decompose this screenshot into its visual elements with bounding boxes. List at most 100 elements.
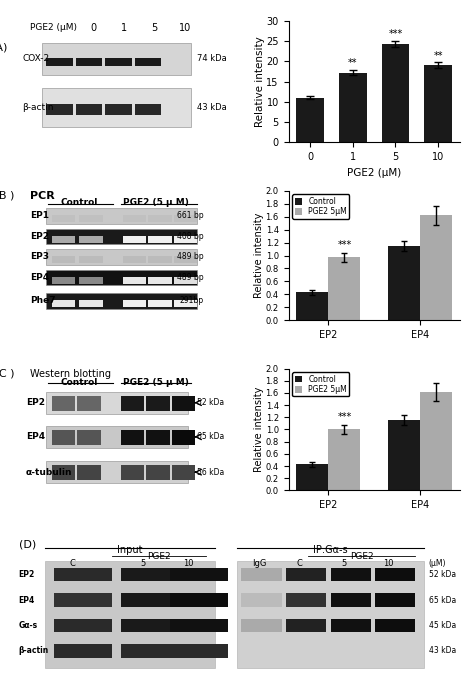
Bar — [42, 43, 191, 75]
Text: 10: 10 — [179, 23, 191, 33]
Bar — [79, 215, 103, 222]
Text: 408 bp: 408 bp — [177, 232, 203, 241]
Text: PGE2: PGE2 — [350, 552, 374, 561]
Text: 45 kDa: 45 kDa — [428, 621, 456, 630]
Bar — [79, 256, 103, 263]
Text: Control: Control — [61, 378, 98, 388]
Bar — [237, 561, 424, 668]
Text: 43 kDa: 43 kDa — [197, 103, 227, 112]
X-axis label: PGE2 (μM): PGE2 (μM) — [347, 168, 401, 178]
Text: Gα-s: Gα-s — [18, 621, 38, 630]
Text: 10: 10 — [383, 558, 394, 567]
Text: PCR: PCR — [30, 191, 55, 200]
Text: 489 bp: 489 bp — [177, 273, 203, 282]
Bar — [77, 396, 101, 411]
Bar — [52, 215, 75, 222]
Text: 10: 10 — [183, 558, 193, 567]
Bar — [123, 215, 146, 222]
Bar — [46, 102, 73, 117]
Bar — [77, 465, 101, 480]
Text: EP1: EP1 — [30, 211, 49, 220]
Bar — [135, 58, 161, 67]
Bar — [375, 568, 415, 581]
Text: PGE2: PGE2 — [147, 552, 171, 561]
Bar — [420, 392, 452, 490]
Text: β-actin: β-actin — [22, 103, 54, 112]
Bar — [46, 56, 73, 68]
Text: PGE2 (μM): PGE2 (μM) — [30, 23, 77, 32]
Bar — [42, 88, 191, 127]
Bar — [55, 619, 112, 632]
Text: 291bp: 291bp — [179, 296, 203, 305]
Bar — [174, 277, 197, 284]
Bar — [170, 593, 228, 607]
Bar — [46, 229, 197, 244]
Legend: Control, PGE2 5μM: Control, PGE2 5μM — [292, 194, 349, 219]
Bar — [174, 236, 197, 243]
Bar — [296, 98, 324, 143]
Bar — [146, 465, 170, 480]
Bar — [46, 249, 197, 265]
Bar — [55, 568, 112, 581]
Bar — [123, 256, 146, 263]
Bar — [121, 619, 179, 632]
Text: (A): (A) — [0, 43, 7, 53]
Bar — [123, 277, 146, 284]
Text: 5: 5 — [341, 558, 346, 567]
Bar — [52, 236, 75, 243]
Text: 52 kDa: 52 kDa — [197, 398, 225, 407]
Bar — [105, 56, 132, 68]
Y-axis label: Relative intensity: Relative intensity — [254, 213, 264, 298]
Text: ***: *** — [337, 412, 352, 422]
Bar — [120, 396, 144, 411]
Text: 65 kDa: 65 kDa — [197, 432, 225, 441]
Bar — [105, 102, 132, 117]
Text: 489 bp: 489 bp — [177, 252, 203, 261]
Text: C: C — [69, 558, 75, 567]
Y-axis label: Relative intensity: Relative intensity — [254, 387, 264, 472]
Text: EP4: EP4 — [26, 432, 45, 441]
Bar — [52, 465, 75, 480]
Text: Input: Input — [118, 545, 143, 555]
Bar — [382, 44, 410, 143]
Bar — [388, 421, 420, 490]
Text: 65 kDa: 65 kDa — [428, 595, 456, 604]
Text: EP4: EP4 — [30, 273, 49, 282]
Bar — [328, 257, 360, 320]
Bar — [174, 300, 197, 307]
Text: β-actin: β-actin — [18, 646, 49, 655]
Bar — [55, 593, 112, 607]
Text: **: ** — [348, 58, 357, 68]
Text: **: ** — [433, 51, 443, 61]
Bar — [241, 619, 282, 632]
Bar — [46, 104, 73, 115]
Text: 0: 0 — [90, 23, 96, 33]
Bar — [123, 300, 146, 307]
Bar — [52, 430, 75, 445]
Bar — [120, 465, 144, 480]
Bar — [420, 215, 452, 320]
Bar — [286, 593, 326, 607]
Bar — [172, 396, 195, 411]
Bar — [330, 568, 371, 581]
Bar — [424, 65, 452, 143]
Bar — [52, 300, 75, 307]
Bar — [174, 215, 197, 222]
Bar — [328, 429, 360, 490]
Bar — [75, 56, 103, 68]
Bar — [46, 58, 73, 67]
Y-axis label: Relative intensity: Relative intensity — [255, 36, 265, 127]
Bar — [146, 430, 170, 445]
Text: 43 kDa: 43 kDa — [428, 646, 456, 655]
Bar — [105, 104, 132, 115]
Text: EP2: EP2 — [26, 398, 45, 407]
Text: Control: Control — [61, 198, 98, 207]
Text: (μM): (μM) — [428, 558, 446, 567]
Bar — [55, 644, 112, 658]
Legend: Control, PGE2 5μM: Control, PGE2 5μM — [292, 372, 349, 397]
Bar — [52, 256, 75, 263]
Bar — [79, 277, 103, 284]
Bar — [76, 58, 102, 67]
Text: PGE2 (5 μ M): PGE2 (5 μ M) — [123, 378, 189, 388]
Bar — [241, 568, 282, 581]
